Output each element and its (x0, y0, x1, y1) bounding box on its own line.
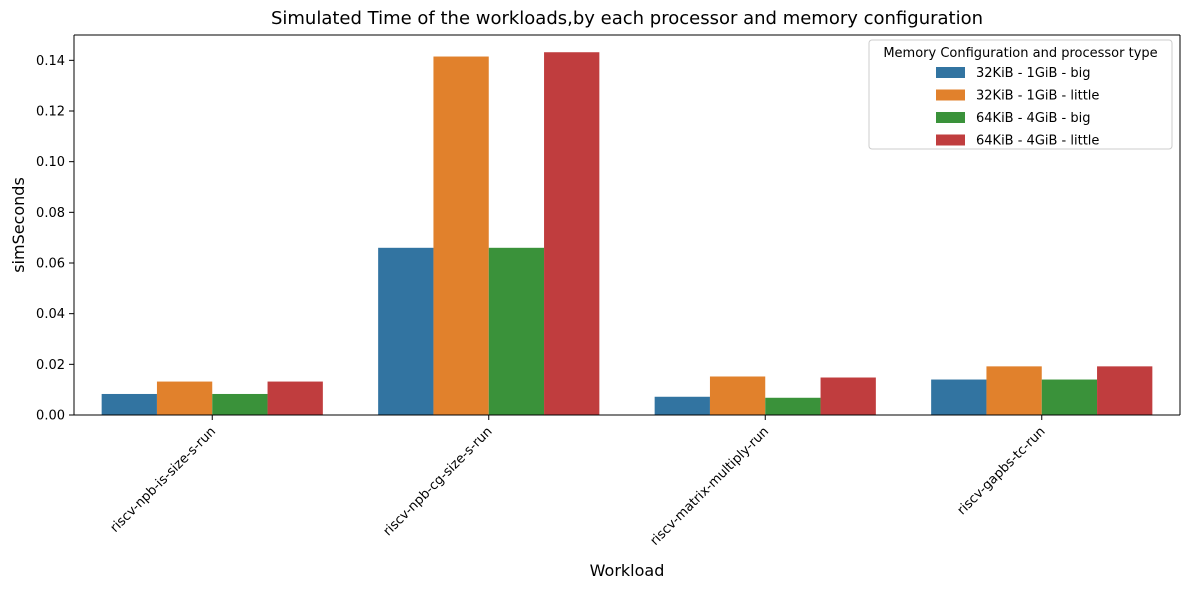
legend-label: 32KiB - 1GiB - big (976, 66, 1091, 81)
x-tick-label: riscv-gapbs-tc-run (955, 424, 1049, 518)
bar-1-1 (101, 393, 157, 415)
bar-4-1 (267, 381, 323, 415)
legend-label: 32KiB - 1GiB - little (976, 89, 1099, 104)
y-tick-label: 0.12 (36, 105, 65, 120)
bar-3-4 (1041, 379, 1098, 415)
legend-label: 64KiB - 4GiB - little (976, 134, 1099, 149)
y-tick-label: 0.06 (36, 257, 65, 272)
legend-swatch (936, 134, 965, 146)
legend: Memory Configuration and processor type 3… (868, 39, 1173, 150)
bar-3-3 (765, 397, 821, 415)
bar-3-2 (488, 247, 545, 415)
y-tick-label: 0.02 (36, 358, 65, 373)
x-tick-label: riscv-npb-is-size-s-run (108, 424, 219, 535)
x-axis-title: Workload (590, 561, 665, 580)
x-tick-label: riscv-matrix-multiply-run (648, 424, 772, 548)
legend-swatch (936, 89, 965, 101)
bar-2-3 (709, 376, 766, 415)
bar-2-4 (986, 366, 1042, 415)
bar-1-4 (931, 379, 987, 415)
bar-2-1 (156, 381, 213, 415)
chart-title: Simulated Time of the workloads,by each … (271, 8, 983, 29)
bar-1-3 (654, 396, 710, 415)
bar-4-2 (544, 52, 600, 415)
y-tick-label: 0.10 (36, 155, 65, 170)
x-tick-label: riscv-npb-cg-size-s-run (381, 424, 496, 539)
legend-swatch (936, 112, 965, 123)
bar-2-2 (433, 56, 489, 415)
bar-3-1 (212, 393, 268, 415)
legend-swatch (936, 67, 965, 78)
legend-label: 64KiB - 4GiB - big (976, 111, 1091, 126)
bar-4-4 (1097, 366, 1153, 415)
y-tick-label: 0.00 (36, 409, 65, 424)
bar-4-3 (820, 377, 876, 415)
bars-layer (101, 52, 1153, 415)
y-tick-label: 0.14 (36, 54, 65, 69)
y-tick-label: 0.08 (36, 206, 65, 221)
bar-1-2 (378, 247, 434, 415)
y-axis-title: simSeconds (9, 177, 28, 273)
legend-title: Memory Configuration and processor type (883, 46, 1157, 61)
y-tick-label: 0.04 (36, 307, 65, 322)
